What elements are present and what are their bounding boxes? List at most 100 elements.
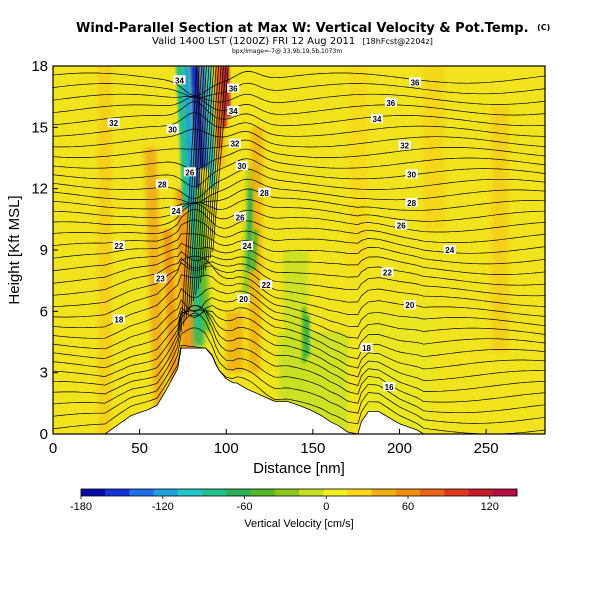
theta-contour-line: [185, 66, 202, 320]
contour-label: 32: [400, 142, 409, 151]
colorbar-swatch: [129, 489, 155, 496]
chart-title: Wind-Parallel Section at Max W: Vertical…: [76, 21, 550, 36]
contour-label-bg: [403, 300, 416, 310]
contour-label: 36: [386, 99, 395, 108]
x-tick-label: 100: [214, 440, 239, 457]
y-tick-label: 12: [31, 181, 48, 198]
contour-label: 16: [385, 383, 394, 392]
velocity-core: [305, 315, 310, 357]
contour-label-bg: [227, 83, 240, 93]
contour-label-bg: [237, 294, 250, 304]
colorbar-swatch: [347, 489, 373, 496]
chart-subtitle-text: Valid 1400 LST (1200Z) FRI 12 Aug 2011: [152, 36, 355, 47]
y-tick-label: 18: [31, 58, 48, 75]
contour-label: 36: [229, 84, 238, 93]
velocity-plume: [143, 147, 167, 424]
chart-subtitle-run: [18hFcst@2204z]: [362, 37, 432, 46]
theta-contour-line: [53, 148, 545, 170]
theta-contour-line: [200, 66, 217, 283]
x-axis: 0 50 100 150 200 250: [49, 429, 499, 457]
contour-label-bg: [258, 187, 271, 197]
colorbar-swatch: [153, 489, 179, 496]
x-tick-label: 200: [387, 440, 412, 457]
contour-label: 22: [114, 242, 123, 251]
y-tick-label: 15: [31, 119, 48, 136]
colorbar-swatch: [420, 489, 445, 496]
theta-contour-line: [53, 257, 545, 297]
velocity-core: [183, 66, 197, 230]
contour-label: 24: [172, 207, 181, 216]
y-tick-label: 9: [40, 242, 48, 259]
theta-contour-line: [53, 327, 545, 424]
contour-label: 32: [230, 140, 239, 149]
contour-label: 18: [362, 344, 371, 353]
contour-label: 18: [114, 316, 123, 325]
contour-label: 22: [262, 281, 271, 290]
plot-area: 36 36 34 34 34 36 32 30 32 32 30 30 28 26 28 28 24 26 26 22…: [53, 66, 545, 434]
contour-label-bg: [241, 240, 254, 250]
theta-contour-line: [188, 66, 205, 314]
contour-label-bg: [409, 77, 422, 87]
y-tick-label: 0: [40, 426, 48, 443]
theta-contour-line: [53, 96, 545, 116]
terrain-shape: [53, 347, 545, 434]
theta-contour-line: [53, 297, 545, 350]
contour-labels: 36 36 34 34 34 36 32 30 32 32 30 30 28 26 28 28 24 26 26 22…: [107, 75, 456, 392]
colorbar-tick-label: -120: [152, 501, 174, 513]
contour-label-bg: [443, 245, 456, 254]
theta-contour-line: [53, 305, 545, 360]
colorbar-swatch: [105, 489, 130, 496]
contour-label: 34: [229, 107, 238, 116]
contour-label: 34: [175, 76, 184, 85]
contour-label-bg: [112, 240, 125, 250]
contour-label-bg: [183, 167, 196, 177]
colorbar-swatch: [323, 489, 348, 496]
colorbar-swatch: [468, 489, 494, 496]
contour-label-bg: [260, 279, 273, 289]
y-axis-label: Height [Kft MSL]: [6, 195, 23, 304]
y-tick-label: 6: [40, 303, 48, 320]
theta-contour-line: [53, 139, 545, 158]
theta-contour-line: [53, 158, 545, 188]
theta-contour-line: [53, 304, 545, 392]
contour-label: 30: [168, 125, 177, 134]
contour-label-bg: [112, 314, 125, 324]
contour-label: 28: [260, 189, 269, 198]
contour-label-bg: [384, 97, 397, 107]
chart-title-text: Wind-Parallel Section at Max W: Vertical…: [76, 21, 529, 36]
theta-contour-line: [53, 304, 545, 403]
theta-contour-line: [53, 219, 545, 254]
theta-contour-line: [53, 287, 545, 339]
contour-label: 24: [243, 242, 252, 251]
colorbar-swatch: [444, 489, 469, 496]
colorbar-tick-label: 60: [402, 501, 414, 513]
velocity-plume: [226, 311, 244, 373]
x-tick-label: 0: [49, 440, 57, 457]
contour-label-bg: [166, 124, 179, 134]
contour-label-bg: [381, 267, 394, 277]
contour-label-bg: [170, 206, 182, 216]
contour-label-bg: [154, 273, 167, 283]
contour-label-bg: [156, 179, 169, 189]
theta-contour-line: [202, 66, 219, 277]
contour-label: 24: [445, 246, 454, 255]
colorbar-label: Vertical Velocity [cm/s]: [244, 518, 353, 530]
contour-label-bg: [227, 105, 240, 115]
x-tick-label: 50: [131, 440, 148, 457]
chart-small-line: bpx/Image=-7@ 33.9b,19.5b,1073m: [232, 48, 342, 55]
theta-contour-line: [53, 112, 545, 137]
colorbar-tick-label: 120: [481, 501, 499, 513]
contour-label: 34: [373, 115, 382, 124]
colorbar-swatch: [395, 489, 421, 496]
x-axis-label: Distance [nm]: [253, 460, 345, 477]
theta-contour-line: [183, 66, 200, 326]
contour-label-bg: [173, 75, 186, 85]
colorbar-tick-label: -180: [70, 501, 92, 513]
colorbar-swatch: [492, 489, 518, 496]
contour-label: 22: [383, 268, 392, 277]
contour-label-bg: [370, 114, 383, 124]
theta-contour-line: [53, 128, 545, 148]
theta-contour-line: [53, 101, 545, 127]
theta-contour-line: [205, 66, 222, 271]
